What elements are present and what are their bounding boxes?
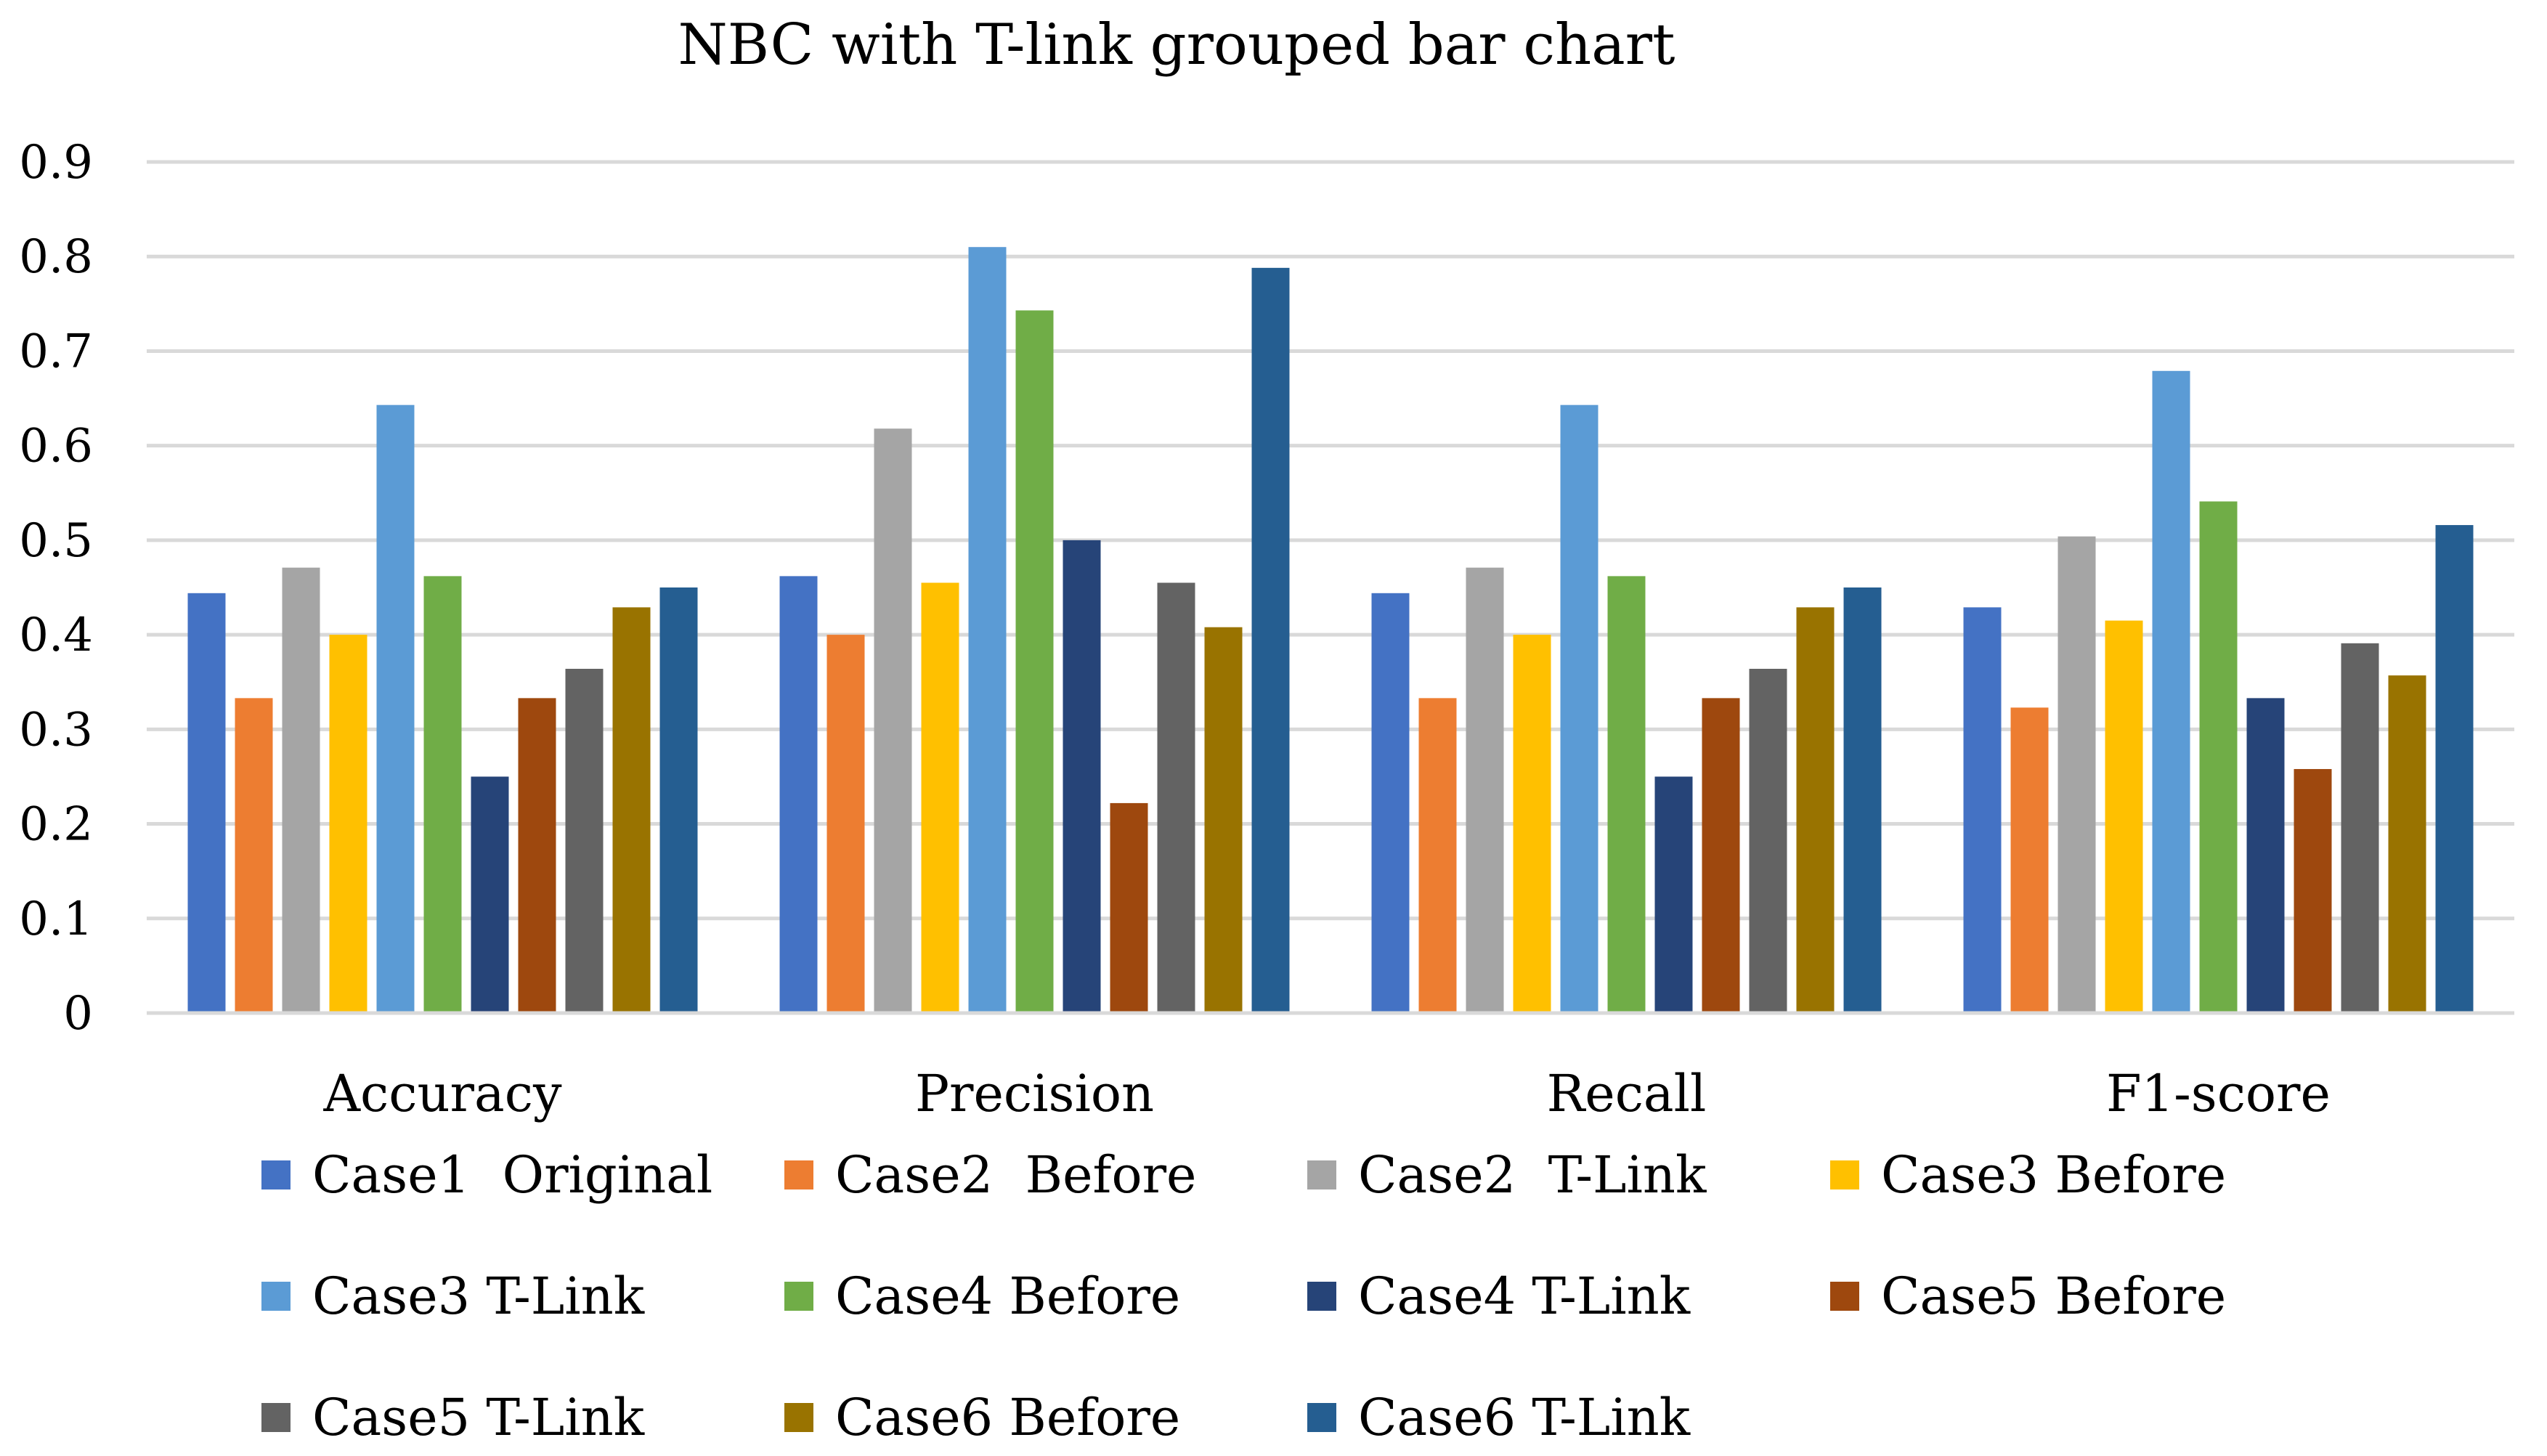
legend-label: Case4 T-Link	[1358, 1266, 1691, 1326]
bar	[2152, 370, 2190, 1013]
bar	[2010, 707, 2049, 1013]
y-tick-label: 0.6	[19, 420, 93, 473]
bar	[1702, 698, 1740, 1013]
bar	[2388, 675, 2426, 1013]
legend-swatch	[1307, 1282, 1336, 1311]
legend-swatch	[784, 1403, 813, 1432]
bar	[1466, 567, 1504, 1013]
bar	[2246, 698, 2285, 1013]
category-label: F1-score	[2106, 1064, 2331, 1123]
legend-label: Case2 T-Link	[1358, 1145, 1707, 1205]
legend-swatch	[784, 1160, 813, 1189]
legend-swatch	[261, 1282, 291, 1311]
legend: Case1 Original Case2 Before Case2 T-Link Ca…	[261, 1145, 2226, 1447]
bar	[1418, 698, 1457, 1013]
bar	[235, 698, 273, 1013]
y-tick-label: 0.1	[19, 892, 93, 946]
legend-label: Case5 T-Link	[312, 1388, 645, 1447]
bar	[1963, 607, 2002, 1013]
bars	[187, 247, 2474, 1014]
bar	[874, 428, 912, 1013]
legend-item: Case4 T-Link	[1307, 1266, 1691, 1326]
bar	[471, 776, 509, 1013]
legend-swatch	[1307, 1160, 1336, 1189]
bar	[1157, 582, 1195, 1013]
bar	[2435, 525, 2474, 1013]
y-tick-label: 0.4	[19, 609, 93, 662]
legend-item: Case3 T-Link	[261, 1266, 645, 1326]
bar	[2341, 643, 2379, 1013]
category-label: Recall	[1547, 1064, 1707, 1123]
bar	[2057, 536, 2096, 1013]
y-tick-label: 0.9	[19, 136, 93, 190]
bar	[921, 582, 959, 1013]
y-tick-label: 0.8	[19, 230, 93, 284]
bar	[1749, 668, 1787, 1013]
legend-item: Case4 Before	[784, 1266, 1180, 1326]
y-axis-tick-labels: 0 0.1 0.2 0.3 0.4 0.5 0.6 0.7 0.8 0.9	[19, 136, 93, 1041]
bar	[329, 635, 367, 1013]
bar	[968, 247, 1007, 1014]
bar	[1560, 404, 1599, 1013]
bar	[1607, 576, 1646, 1013]
bar	[1654, 776, 1693, 1013]
y-tick-label: 0.2	[19, 798, 93, 852]
category-labels: Accuracy Precision Recall F1-score	[323, 1064, 2331, 1123]
bar	[518, 698, 556, 1013]
legend-swatch	[261, 1403, 291, 1432]
legend-item: Case1 Original	[261, 1145, 712, 1205]
bar	[1843, 587, 1882, 1013]
legend-item: Case2 Before	[784, 1145, 1197, 1205]
bar	[2294, 769, 2332, 1013]
legend-label: Case5 Before	[1881, 1266, 2226, 1326]
legend-swatch	[1830, 1282, 1859, 1311]
bar	[1796, 607, 1835, 1013]
bar	[659, 587, 698, 1013]
bar	[565, 668, 604, 1013]
legend-swatch	[261, 1160, 291, 1189]
legend-swatch	[1307, 1403, 1336, 1432]
legend-label: Case6 Before	[835, 1388, 1180, 1447]
bar	[1513, 635, 1551, 1013]
bar	[1063, 540, 1101, 1013]
bar	[826, 635, 865, 1013]
chart-title: NBC with T-link grouped bar chart	[678, 12, 1675, 78]
legend-label: Case2 Before	[835, 1145, 1197, 1205]
legend-item: Case5 Before	[1830, 1266, 2226, 1326]
bar	[612, 607, 651, 1013]
bar	[779, 576, 818, 1013]
bar	[1110, 802, 1148, 1013]
legend-item: Case6 T-Link	[1307, 1388, 1691, 1447]
bar	[2199, 501, 2238, 1013]
y-tick-label: 0.5	[19, 514, 93, 568]
bar	[1251, 267, 1290, 1013]
category-label: Accuracy	[323, 1064, 562, 1123]
bar	[1371, 593, 1410, 1013]
bar	[1204, 627, 1243, 1013]
bar	[282, 567, 320, 1013]
legend-item: Case6 Before	[784, 1388, 1180, 1447]
legend-label: Case4 Before	[835, 1266, 1180, 1326]
legend-item: Case2 T-Link	[1307, 1145, 1707, 1205]
category-label: Precision	[915, 1064, 1154, 1123]
legend-item: Case3 Before	[1830, 1145, 2226, 1205]
y-tick-label: 0.7	[19, 325, 93, 378]
legend-label: Case1 Original	[312, 1145, 712, 1205]
legend-swatch	[784, 1282, 813, 1311]
bar	[423, 576, 462, 1013]
bar	[1015, 310, 1054, 1014]
bar	[2105, 620, 2143, 1013]
legend-label: Case3 Before	[1881, 1145, 2226, 1205]
y-tick-label: 0	[63, 987, 93, 1041]
legend-label: Case3 T-Link	[312, 1266, 645, 1326]
bar	[376, 404, 415, 1013]
legend-item: Case5 T-Link	[261, 1388, 645, 1447]
bar	[187, 593, 226, 1013]
legend-swatch	[1830, 1160, 1859, 1189]
y-tick-label: 0.3	[19, 703, 93, 757]
legend-label: Case6 T-Link	[1358, 1388, 1691, 1447]
